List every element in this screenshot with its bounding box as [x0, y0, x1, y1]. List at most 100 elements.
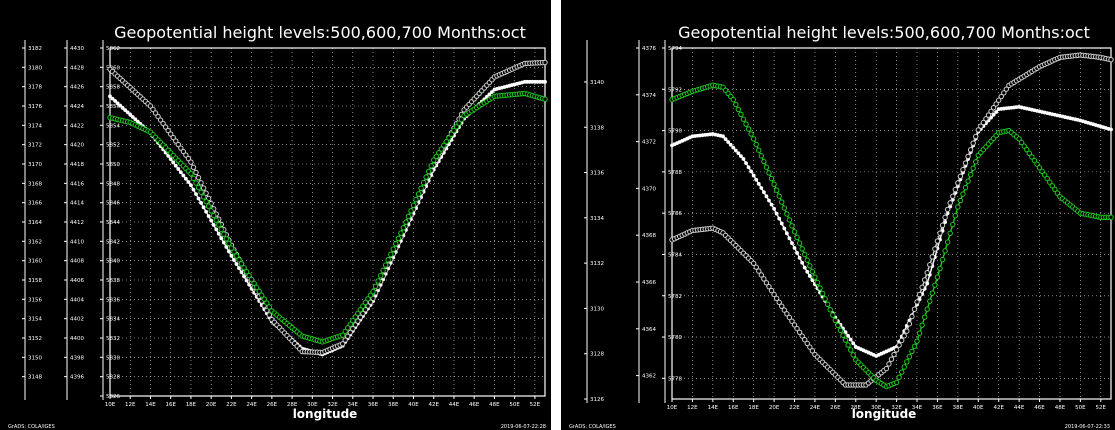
y-tick-label: 4366 [642, 280, 656, 286]
series-point [901, 364, 907, 370]
x-tick-label: 20E [769, 405, 780, 411]
series-point [767, 198, 771, 203]
chart-right: Geopotential height levels:500,600,700 M… [569, 23, 1114, 430]
series-point [764, 194, 769, 199]
series-point [740, 116, 747, 122]
y-tick-label: 5862 [106, 46, 120, 52]
series-point [118, 103, 123, 108]
series-point [221, 240, 226, 245]
series-point [824, 301, 831, 307]
series-point [802, 337, 808, 343]
series-point [365, 303, 371, 309]
series-point [746, 165, 751, 170]
series-point [883, 365, 890, 372]
series-point [231, 249, 237, 255]
series-point [791, 322, 798, 328]
series-point [395, 235, 402, 242]
y-tick-label: 3128 [590, 352, 604, 358]
series-point [157, 117, 164, 123]
series-point [766, 283, 772, 290]
series-point [110, 96, 115, 101]
series-point [893, 347, 900, 353]
series-point [377, 272, 384, 279]
series-point [251, 280, 257, 287]
series-point [350, 325, 356, 332]
series-point [1018, 139, 1025, 146]
series-point [388, 251, 394, 258]
chart-title: Geopotential height levels:500,600,700 M… [114, 23, 526, 42]
series-point [216, 222, 222, 228]
series-point [726, 140, 731, 144]
series-point [453, 124, 460, 130]
series-point [784, 231, 789, 236]
y-tick-label: 3130 [590, 306, 604, 312]
x-tick-label: 40E [973, 405, 984, 411]
y-tick-label: 3160 [28, 259, 42, 265]
series-point [980, 119, 987, 126]
series-point [759, 186, 764, 190]
series-point [133, 117, 138, 122]
x-tick-label: 16E [728, 405, 739, 411]
y-tick-label: 3154 [28, 317, 42, 323]
series-point [842, 337, 849, 343]
series-point [226, 249, 231, 254]
series-point [152, 110, 159, 116]
series-point [198, 180, 204, 186]
y-tick-label: 4374 [642, 93, 656, 99]
y-tick-label: 5828 [106, 375, 120, 381]
series-point [203, 190, 209, 196]
series-point [817, 285, 823, 291]
series-point [744, 161, 748, 166]
y-tick-label: 5852 [106, 143, 120, 149]
series-point [791, 229, 798, 235]
series-0 [670, 104, 1113, 358]
series-point [345, 325, 351, 331]
series-point [1049, 183, 1055, 189]
x-tick-label: 30E [871, 405, 882, 411]
series-point [970, 165, 976, 171]
series-point [914, 299, 920, 305]
series-point [735, 106, 742, 113]
series-point [937, 265, 943, 272]
y-tick-label: 3126 [590, 397, 604, 403]
series-point [246, 272, 252, 279]
y-tick-label: 5832 [106, 336, 120, 342]
series-point [339, 341, 346, 347]
series-point [901, 333, 907, 339]
y-tick-label: 4396 [70, 375, 84, 381]
series-point [253, 284, 260, 291]
series-point [352, 322, 359, 328]
series-point [209, 218, 214, 223]
series-2 [669, 82, 1114, 390]
series-point [965, 178, 971, 184]
series-point [1003, 86, 1010, 92]
x-tick-label: 14E [708, 405, 719, 411]
series-point [234, 262, 239, 266]
series-point [113, 99, 117, 103]
series-point [1021, 143, 1027, 149]
series-point [218, 226, 224, 233]
footer-right: 2019-06-07-22:33 [1065, 424, 1110, 430]
series-point [807, 274, 812, 278]
series-point [372, 283, 379, 289]
series-point [489, 90, 494, 94]
y-tick-label: 4430 [70, 46, 84, 52]
series-point [173, 163, 178, 168]
series-point [1026, 150, 1033, 157]
series-point [108, 94, 112, 99]
series-point [1109, 127, 1113, 132]
y-tick-label: 3172 [28, 143, 42, 149]
series-point [380, 267, 386, 274]
series-point [196, 196, 201, 201]
x-tick-label: 34E [912, 405, 923, 411]
series-point [1054, 190, 1061, 196]
series-point [357, 307, 364, 313]
y-tick-label: 5850 [106, 162, 120, 168]
series-point [934, 274, 941, 280]
series-point [983, 116, 989, 122]
series-point [382, 262, 389, 268]
series-point [772, 206, 776, 211]
series-point [201, 205, 206, 210]
series-point [782, 226, 787, 231]
series-point [748, 131, 754, 137]
